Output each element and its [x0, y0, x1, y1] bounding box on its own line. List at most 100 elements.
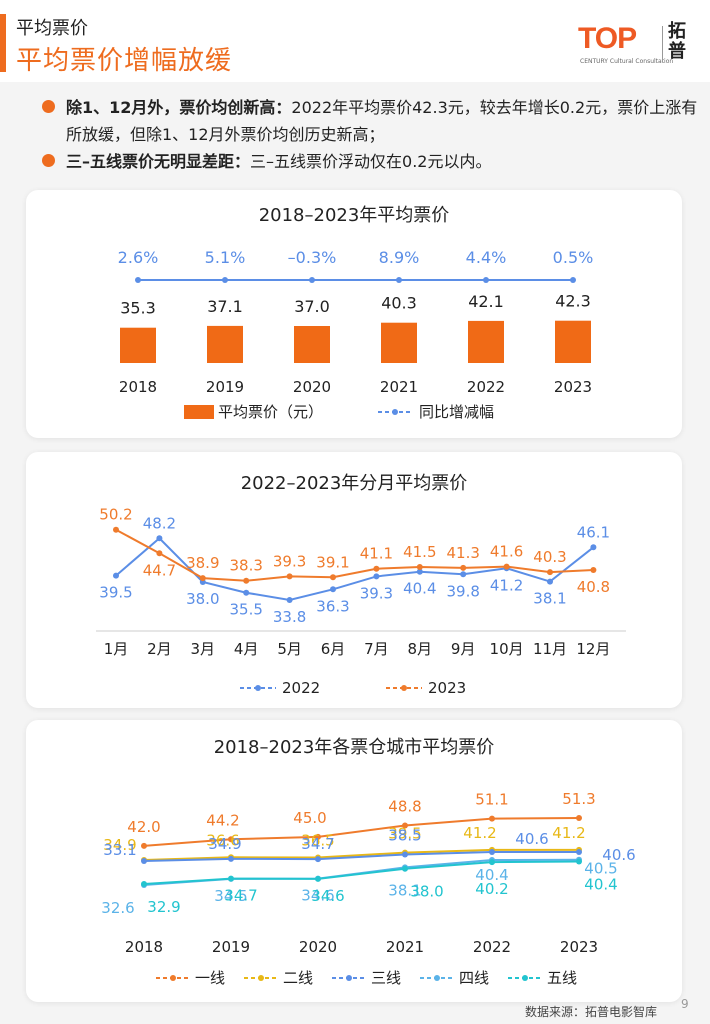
- data-label-line-2022: 39.8: [446, 582, 479, 600]
- point-tier1: [315, 833, 321, 840]
- data-label-tier4: 34.5: [214, 887, 247, 905]
- data-label-tier1: 45.0: [293, 809, 326, 827]
- point-line-2022: [460, 571, 467, 578]
- data-label-tier4: 38.1: [388, 881, 421, 899]
- point-tier5: [402, 865, 408, 872]
- data-label-line-2022: 38.0: [186, 590, 219, 608]
- data-label-tier2: 41.2: [552, 824, 585, 842]
- page-header: 平均票价 平均票价增幅放缓 TOP CENTURY Cultural Consu…: [0, 0, 710, 82]
- data-label-tier4: 32.6: [101, 899, 134, 917]
- chart-title: 2018–2023年平均票价: [259, 205, 450, 226]
- legend-point-tier4: [434, 975, 440, 981]
- logo-divider: [662, 26, 663, 62]
- data-label-tier3: 40.6: [515, 830, 548, 848]
- chart-card-annual-price: 2018–2023年平均票价 2.6% 5.1% –0.3% 8.9% 4.4% 0.5% 3…: [26, 190, 682, 438]
- x-tick-label: 2020: [293, 378, 331, 396]
- data-label-tier2: 36.5: [301, 831, 334, 849]
- data-label-price: 42.1: [468, 292, 504, 311]
- legend-point-2022: [255, 685, 261, 691]
- legend-label: 二线: [283, 969, 313, 987]
- bullet-item: 除1、12月外，票价均创新高：2022年平均票价42.3元，较去年增长0.2元，…: [40, 94, 700, 148]
- data-label-yoy: 2.6%: [118, 248, 159, 267]
- data-label-tier3: 34.9: [208, 835, 241, 853]
- bullet-text: 2022年平均票价42.3元，较去年增长0.2元，票价上涨有所放缓，但除1、12…: [66, 98, 698, 144]
- series-line-tier2: [143, 848, 579, 861]
- data-label-line-2022: 46.1: [577, 523, 610, 541]
- series-line-tier4: [143, 858, 580, 886]
- data-label-line-2023: 39.1: [316, 553, 349, 571]
- data-label-price: 37.1: [207, 297, 243, 316]
- logo-tagline: CENTURY Cultural Consultation: [580, 58, 674, 65]
- data-label-line-2023: 40.8: [577, 578, 610, 596]
- data-label-line-2023: 38.3: [229, 557, 262, 575]
- x-tick-label: 4月: [234, 640, 259, 658]
- x-tick-label: 2018: [119, 378, 157, 396]
- point-line-2022: [113, 572, 119, 579]
- point-line-2023: [243, 577, 250, 584]
- legend-swatch-point: [392, 409, 398, 415]
- data-label-tier4: 40.4: [475, 866, 508, 884]
- data-label-line-2023: 44.7: [143, 561, 176, 579]
- x-tick-label: 2022: [467, 378, 505, 396]
- x-tick-label: 2023: [560, 938, 598, 956]
- point-line-2022: [243, 589, 250, 596]
- data-label-tier3: 34.7: [301, 835, 334, 853]
- point-line-2022: [330, 586, 336, 593]
- point-line-2022: [547, 578, 553, 585]
- data-label-line-2023: 41.6: [490, 543, 523, 561]
- bar-avg-price: [120, 327, 156, 363]
- point-tier1: [228, 836, 234, 843]
- data-label-tier5: 40.2: [475, 880, 508, 898]
- logo-mark: TOP: [578, 22, 637, 55]
- bullet-item: 三–五线票价无明显差距：三–五线票价浮动仅在0.2元以内。: [40, 148, 700, 175]
- data-label-line-2023: 38.9: [186, 554, 219, 572]
- data-label-line-2022: 33.8: [273, 608, 306, 626]
- point-line-2023: [156, 550, 163, 557]
- data-label-tier1: 42.0: [127, 818, 160, 836]
- point-line-2022: [373, 573, 380, 580]
- point-tier1: [489, 815, 495, 822]
- point-tier5: [315, 875, 321, 882]
- header-accent-bar: [0, 14, 6, 72]
- x-tick-label: 5月: [277, 640, 302, 658]
- x-tick-label: 2023: [554, 378, 592, 396]
- point-tier3: [489, 849, 495, 855]
- data-label-tier3: 40.6: [602, 846, 635, 864]
- point-tier3: [141, 858, 147, 864]
- bullet-dot-icon: [42, 154, 55, 167]
- point-yoy: [309, 277, 315, 283]
- data-label-line-2022: 35.5: [229, 601, 262, 619]
- x-tick-label: 11月: [533, 640, 567, 658]
- data-label-yoy: 4.4%: [466, 248, 507, 267]
- chart-title: 2022–2023年分月平均票价: [241, 473, 468, 494]
- data-label-line-2022: 41.2: [490, 576, 523, 594]
- legend-point-tier2: [258, 975, 264, 981]
- x-tick-label: 8月: [408, 640, 433, 658]
- point-line-2023: [590, 567, 597, 573]
- bar-avg-price: [468, 320, 504, 363]
- legend-label: 2022: [282, 679, 320, 697]
- series-line-tier3: [143, 851, 579, 862]
- data-label-yoy: 5.1%: [205, 248, 246, 267]
- data-label-line-2022: 40.4: [403, 580, 436, 598]
- legend-point-2023: [401, 685, 407, 691]
- legend-point-tier3: [346, 975, 352, 981]
- monthly-price-chart: 2022–2023年分月平均票价 39.5 48.2 38.0 35.5 33.8 36.3…: [96, 473, 626, 697]
- x-tick-label: 9月: [451, 640, 476, 658]
- legend-label: 一线: [195, 969, 225, 987]
- point-tier1: [576, 815, 582, 821]
- data-label-line-2023: 41.5: [403, 543, 436, 561]
- legend-label: 同比增减幅: [419, 403, 494, 421]
- chart-card-city-tier-price: 2018–2023年各票仓城市平均票价 42.0 44.2 45.0 48.8 51.1 5…: [26, 720, 682, 1002]
- data-label-price: 37.0: [294, 297, 330, 316]
- legend-label: 四线: [459, 969, 489, 987]
- legend-label: 五线: [547, 969, 577, 987]
- series-line-tier1: [143, 817, 580, 847]
- data-label-tier3: 38.5: [388, 827, 421, 845]
- chart-card-monthly-price: 2022–2023年分月平均票价 39.5 48.2 38.0 35.5 33.8 36.3…: [26, 452, 682, 708]
- x-tick-label: 2020: [299, 938, 337, 956]
- x-tick-label: 3月: [191, 640, 216, 658]
- data-label-line-2022: 48.2: [143, 514, 176, 532]
- bar-avg-price: [555, 320, 591, 363]
- bullet-dot-icon: [42, 100, 55, 113]
